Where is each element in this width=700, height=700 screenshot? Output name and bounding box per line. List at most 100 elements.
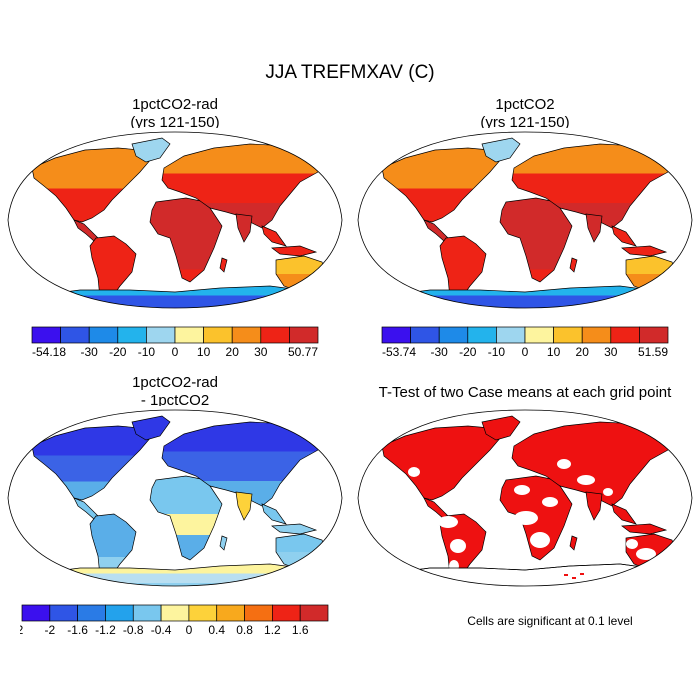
colorbar-swatch — [174, 326, 204, 344]
colorbar-tick-label: 51.59 — [638, 345, 668, 358]
non-significant-area — [514, 511, 538, 525]
non-significant-area — [514, 485, 530, 495]
colorbar-tick-label: -20 — [459, 345, 477, 358]
landmass-indonesia — [271, 245, 318, 257]
landmass-seAsia — [611, 225, 637, 247]
panel-4-title-line1: T-Test of two Case means at each grid po… — [378, 384, 672, 401]
colorbar-swatch — [410, 326, 440, 344]
non-significant-area — [450, 539, 466, 553]
significant-cell — [580, 573, 584, 575]
colorbar-swatch — [467, 326, 497, 344]
significant-cell — [564, 574, 568, 576]
map-panel-2 — [350, 128, 700, 313]
colorbar-tick-label: 20 — [576, 345, 590, 358]
colorbar-swatch — [160, 604, 190, 622]
non-significant-area — [636, 548, 656, 560]
non-significant-area — [542, 497, 558, 507]
colorbar-swatch — [272, 604, 301, 622]
non-significant-area — [449, 560, 459, 572]
colorbar-tick-label: -2 — [44, 623, 55, 636]
colorbar-swatch — [231, 326, 262, 344]
map-boundary — [7, 131, 343, 309]
panel-3-title-line2: - 1pctCO2 — [140, 392, 210, 409]
colorbar-swatch — [289, 326, 319, 344]
non-significant-area — [438, 516, 458, 528]
colorbar-swatch — [88, 326, 119, 344]
colorbar-swatch — [146, 326, 176, 344]
landmass-india — [235, 213, 253, 243]
colorbar-tick-label: -54.18 — [32, 345, 66, 358]
colorbar-tick-label: 10 — [547, 345, 561, 358]
colorbar-swatch — [216, 604, 245, 622]
non-significant-area — [530, 532, 550, 548]
colorbar-tick-label: -30 — [431, 345, 449, 358]
colorbar-tick-label: 50.77 — [288, 345, 318, 358]
colorbar-tick-label: 0.8 — [236, 623, 253, 636]
colorbar-panel-1: -54.18 -30 -20 -10 0 10 20 30 50.77 — [31, 326, 319, 358]
colorbar-tick-label: 0.4 — [208, 623, 225, 636]
landmass-northAmerica — [381, 147, 503, 223]
landmass-seAsia — [261, 503, 287, 525]
landmass-northAmerica — [381, 425, 503, 501]
map-boundary — [7, 409, 343, 587]
landmass-india — [585, 491, 603, 521]
colorbar-swatch — [381, 326, 411, 344]
non-significant-area — [626, 539, 638, 549]
colorbar-tick-label: -0.4 — [151, 623, 172, 636]
landmass-seAsia — [261, 225, 287, 247]
panel-1-title-line2: (yrs 121-150) — [130, 114, 220, 131]
antarctica-outline — [383, 563, 669, 586]
panel-1-title-line1: 1pctCO2-rad — [132, 96, 218, 113]
landmass-indonesia — [621, 245, 668, 257]
colorbar-tick-label: -0.8 — [123, 623, 144, 636]
colorbar-swatch — [21, 604, 51, 622]
colorbar-tick-label: -1.2 — [95, 623, 116, 636]
map-boundary — [357, 409, 693, 587]
landmass-greenland — [481, 137, 521, 163]
colorbar-swatch — [610, 326, 640, 344]
colorbar-swatch — [49, 604, 78, 622]
landmass-madagascar — [219, 535, 228, 551]
landmass-indonesia — [621, 523, 668, 535]
colorbar-tick-label: 2 — [20, 623, 24, 636]
colorbar-tick-label: -10 — [488, 345, 506, 358]
panel-2-title-line2: (yrs 121-150) — [480, 114, 570, 131]
colorbar-swatch — [203, 326, 233, 344]
panel-3-title-line1: 1pctCO2-rad — [132, 374, 218, 391]
colorbar-tick-label: -53.74 — [382, 345, 416, 358]
landmass-greenland — [131, 137, 171, 163]
non-significant-area — [603, 488, 613, 496]
colorbar-tick-label: -1.6 — [67, 623, 88, 636]
colorbar-swatch — [60, 326, 90, 344]
panel-3-title: 1pctCO2-rad - 1pctCO2 — [75, 374, 275, 410]
colorbar-tick-label: 0 — [172, 345, 179, 358]
colorbar-panel-3: -2 -1.6 -1.2 -0.8 -0.4 0 0.4 0.8 1.2 1.6 2 — [20, 604, 329, 636]
colorbar-swatch — [438, 326, 469, 344]
colorbar-tick-label: 1.6 — [292, 623, 309, 636]
colorbar-swatch — [524, 326, 554, 344]
ttest-note: Cells are significant at 0.1 level — [467, 614, 633, 628]
map-boundary — [357, 131, 693, 309]
landmass-madagascar — [569, 535, 578, 551]
colorbar-tick-label: 20 — [226, 345, 240, 358]
non-significant-area — [408, 467, 420, 477]
panel-2-title: 1pctCO2 (yrs 121-150) — [425, 96, 625, 132]
colorbar-swatch — [244, 604, 273, 622]
colorbar-tick-label: 0 — [522, 345, 529, 358]
non-significant-area — [557, 459, 571, 469]
figure-title: JJA TREFMXAV (C) — [265, 62, 435, 83]
landmass-northAmerica — [31, 147, 153, 223]
landmass-greenland — [481, 415, 521, 441]
landmass-madagascar — [569, 257, 578, 273]
colorbar-swatch — [496, 326, 526, 344]
colorbar-tick-label: -30 — [81, 345, 99, 358]
map-panel-1rad — [0, 128, 350, 313]
map-panel-3-difference — [0, 406, 350, 591]
panel-4-title: T-Test of two Case means at each grid po… — [355, 384, 695, 402]
colorbar-tick-label: -10 — [138, 345, 156, 358]
landmass-india — [235, 491, 253, 521]
colorbar-tick-label: -20 — [109, 345, 127, 358]
colorbar-swatch — [260, 326, 290, 344]
landmass-northAmerica — [31, 425, 153, 501]
landmass-greenland — [131, 415, 171, 441]
